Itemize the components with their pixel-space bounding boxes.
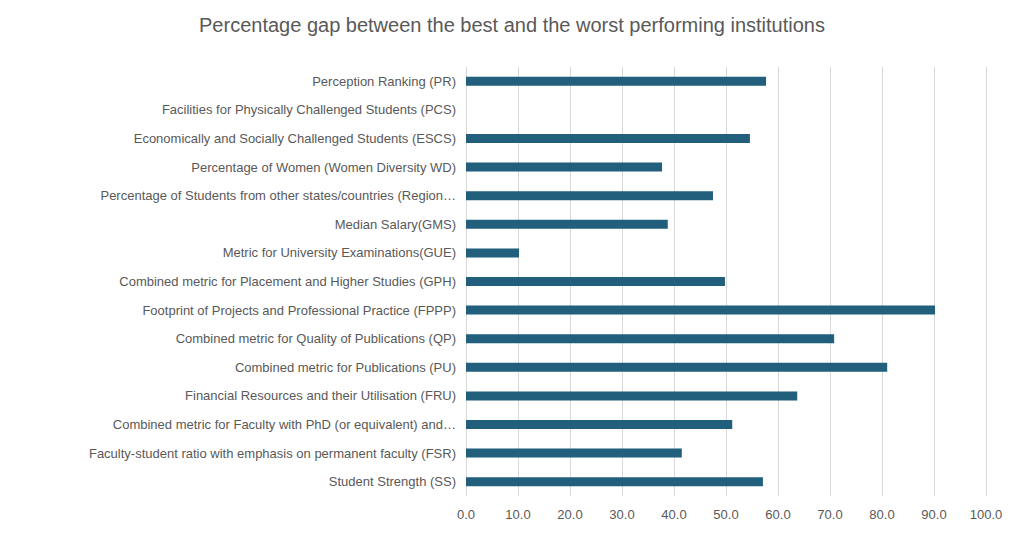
svg-text:Percentage gap between the bes: Percentage gap between the best and the … xyxy=(199,14,825,36)
svg-text:Footprint of Projects and Prof: Footprint of Projects and Professional P… xyxy=(142,303,456,318)
svg-text:20.0: 20.0 xyxy=(557,507,582,522)
svg-text:Facilities for Physically Chal: Facilities for Physically Challenged Stu… xyxy=(162,102,456,117)
svg-text:80.0: 80.0 xyxy=(869,507,894,522)
svg-text:Combined metric for Placement: Combined metric for Placement and Higher… xyxy=(119,274,456,289)
svg-text:Student Strength (SS): Student Strength (SS) xyxy=(329,474,456,489)
svg-text:Metric for University Examinat: Metric for University Examinations(GUE) xyxy=(223,245,456,260)
svg-text:Percentage of Students from ot: Percentage of Students from other states… xyxy=(100,188,456,203)
svg-text:100.0: 100.0 xyxy=(970,507,1003,522)
svg-text:50.0: 50.0 xyxy=(713,507,738,522)
svg-text:Economically and Socially Chal: Economically and Socially Challenged Stu… xyxy=(134,131,456,146)
svg-text:Perception Ranking (PR): Perception Ranking (PR) xyxy=(312,74,456,89)
svg-text:60.0: 60.0 xyxy=(765,507,790,522)
svg-text:40.0: 40.0 xyxy=(661,507,686,522)
svg-text:10.0: 10.0 xyxy=(505,507,530,522)
svg-text:Percentage of Women (Women Div: Percentage of Women (Women Diversity WD) xyxy=(191,160,456,175)
svg-text:0.0: 0.0 xyxy=(457,507,475,522)
svg-text:Median Salary(GMS): Median Salary(GMS) xyxy=(335,217,456,232)
svg-text:Combined metric for Faculty wi: Combined metric for Faculty with PhD (or… xyxy=(113,417,456,432)
svg-text:Combined metric for Quality of: Combined metric for Quality of Publicati… xyxy=(176,331,456,346)
svg-text:70.0: 70.0 xyxy=(817,507,842,522)
svg-text:90.0: 90.0 xyxy=(921,507,946,522)
svg-text:Financial Resources and their: Financial Resources and their Utilisatio… xyxy=(185,388,456,403)
svg-text:30.0: 30.0 xyxy=(609,507,634,522)
svg-text:Faculty-student ratio with emp: Faculty-student ratio with emphasis on p… xyxy=(89,446,456,461)
svg-text:Combined metric for Publicatio: Combined metric for Publications (PU) xyxy=(235,360,456,375)
